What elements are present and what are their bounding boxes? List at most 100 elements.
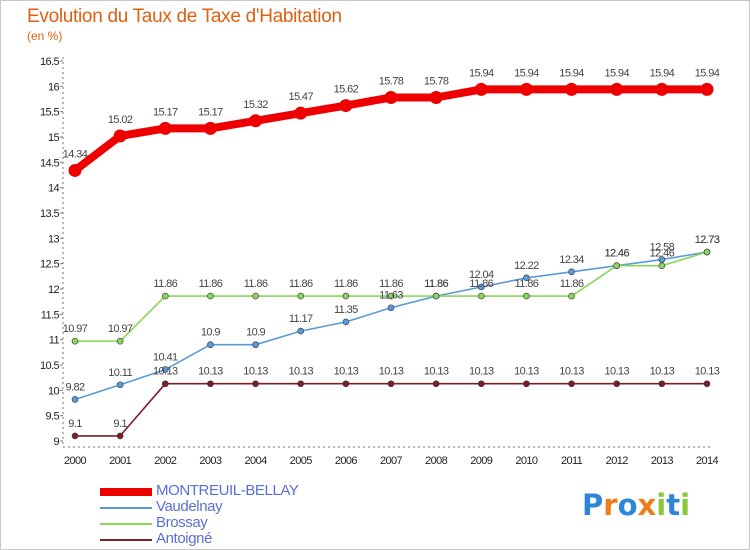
y-tick-label: 15 xyxy=(48,132,60,144)
legend-swatch xyxy=(100,488,152,496)
x-tick-label: 2001 xyxy=(109,455,132,467)
data-point xyxy=(610,82,624,96)
logo-letter: i xyxy=(656,488,667,522)
data-label: 11.86 xyxy=(153,278,177,290)
x-tick-label: 2003 xyxy=(199,455,222,467)
data-label: 11.86 xyxy=(515,278,539,290)
y-tick-label: 10.5 xyxy=(40,360,59,372)
y-tick-label: 15.5 xyxy=(40,107,59,119)
data-label: 12.46 xyxy=(604,248,629,260)
data-point xyxy=(568,292,575,300)
data-point xyxy=(523,292,530,300)
chart-title: Evolution du Taux de Taxe d'Habitation xyxy=(27,6,342,27)
data-point xyxy=(113,129,127,143)
legend-label: Brossay xyxy=(156,514,208,531)
legend-swatch xyxy=(100,539,152,541)
data-point xyxy=(613,262,621,269)
x-tick-label: 2009 xyxy=(470,455,493,467)
data-label: 15.94 xyxy=(514,67,539,79)
data-point xyxy=(207,292,214,300)
data-point xyxy=(703,248,711,256)
data-point xyxy=(565,82,579,96)
data-label: 15.17 xyxy=(198,106,223,118)
data-label: 11.17 xyxy=(289,313,313,325)
data-point xyxy=(116,432,124,440)
data-point xyxy=(523,274,530,282)
data-label: 10.13 xyxy=(469,366,494,378)
data-point xyxy=(477,380,485,388)
y-tick-label: 13.5 xyxy=(40,208,59,220)
data-label: 10.9 xyxy=(201,327,220,339)
data-label: 10.97 xyxy=(108,323,133,335)
data-label: 11.86 xyxy=(199,278,223,290)
data-point xyxy=(523,380,530,388)
data-label: 12.04 xyxy=(469,269,494,281)
logo-letter: t xyxy=(666,488,681,522)
data-point xyxy=(703,380,711,388)
data-label: 11.86 xyxy=(244,278,268,290)
data-point xyxy=(203,121,217,135)
data-point xyxy=(116,381,124,389)
data-point xyxy=(387,304,395,312)
data-point xyxy=(207,380,214,388)
x-tick-label: 2006 xyxy=(335,455,358,467)
data-point xyxy=(297,327,305,335)
y-tick-label: 11.5 xyxy=(41,309,60,321)
series-line-3 xyxy=(74,382,708,437)
data-point xyxy=(342,380,350,388)
data-point xyxy=(342,318,350,326)
proxiti-logo: Proxiti xyxy=(582,488,690,522)
data-label: 10.13 xyxy=(514,366,539,378)
data-point xyxy=(384,90,398,104)
data-label: 15.62 xyxy=(334,84,359,96)
logo-letter: o xyxy=(617,488,638,522)
data-label: 10.13 xyxy=(153,366,178,378)
data-label: 10.13 xyxy=(243,366,268,378)
data-point xyxy=(116,337,124,345)
data-point xyxy=(252,380,259,388)
y-tick-label: 12 xyxy=(48,284,60,296)
data-label: 10.11 xyxy=(108,367,132,379)
data-label: 15.94 xyxy=(469,67,494,79)
data-label: 11.86 xyxy=(560,278,584,290)
legend-label: Vaudelnay xyxy=(156,498,223,515)
data-label: 10.13 xyxy=(198,366,223,378)
logo-letter: x xyxy=(637,488,657,522)
data-point xyxy=(68,163,82,177)
data-point xyxy=(477,292,485,300)
y-tick-label: 10 xyxy=(48,385,60,397)
data-point xyxy=(387,380,395,388)
data-label: 15.94 xyxy=(559,67,584,79)
x-tick-label: 2008 xyxy=(425,455,448,467)
data-label: 9.82 xyxy=(65,381,84,393)
data-label: 10.13 xyxy=(379,366,404,378)
data-label: 10.13 xyxy=(424,366,449,378)
chart-subtitle: (en %) xyxy=(27,29,63,43)
data-label: 9.1 xyxy=(68,418,82,430)
logo-letter: r xyxy=(603,488,618,522)
y-tick-label: 9.5 xyxy=(46,411,60,423)
data-point xyxy=(429,90,443,104)
data-point xyxy=(71,432,79,440)
data-label: 9.1 xyxy=(113,418,127,430)
data-label: 12.58 xyxy=(650,242,675,254)
data-point xyxy=(71,337,79,345)
x-tick-label: 2012 xyxy=(606,455,629,467)
data-label: 12.73 xyxy=(695,234,720,246)
logo-letter: P xyxy=(582,488,604,522)
data-label: 15.94 xyxy=(604,67,629,79)
x-tick-label: 2007 xyxy=(380,455,403,467)
data-label: 15.02 xyxy=(108,114,133,126)
y-tick-label: 16.5 xyxy=(40,56,59,68)
x-tick-label: 2011 xyxy=(561,455,583,467)
data-label: 15.32 xyxy=(243,99,268,111)
legend-swatch xyxy=(100,507,152,509)
legend-swatch xyxy=(100,523,152,525)
series-points xyxy=(68,82,714,440)
y-tick-label: 14.5 xyxy=(40,157,59,169)
data-point xyxy=(161,366,169,373)
data-label: 11.86 xyxy=(469,278,493,290)
data-point xyxy=(387,292,395,300)
data-point xyxy=(207,341,214,349)
data-label: 11.86 xyxy=(334,278,358,290)
